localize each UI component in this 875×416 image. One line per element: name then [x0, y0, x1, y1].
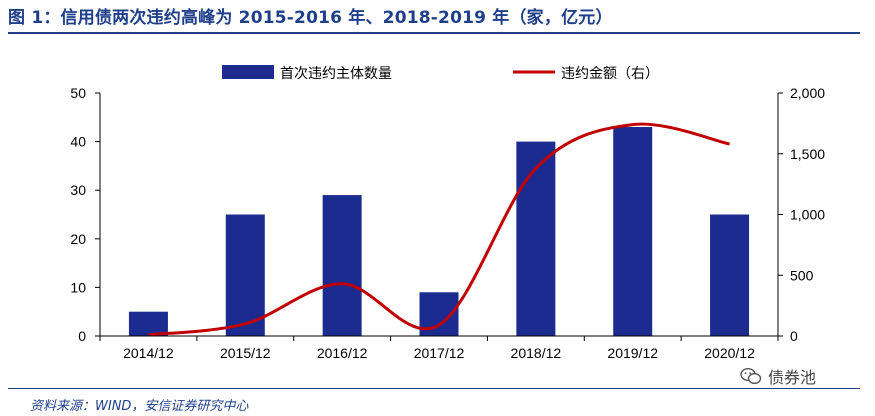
y-left-tick-label: 0 [78, 328, 86, 344]
wechat-icon [740, 367, 762, 385]
source-note: 资料来源：WIND，安信证券研究中心 [30, 399, 249, 414]
y-right-tick-label: 1,000 [790, 207, 825, 223]
x-tick-label: 2017/12 [414, 345, 465, 361]
bar-2016-12 [322, 195, 362, 336]
bar-2018-12 [516, 141, 556, 336]
legend-bar-swatch [222, 65, 274, 79]
y-left-tick-label: 40 [70, 134, 86, 150]
y-left-tick-label: 20 [70, 231, 86, 247]
y-left-tick-label: 50 [70, 85, 86, 101]
y-left-tick-label: 10 [70, 279, 86, 295]
y-right-tick-label: 500 [790, 267, 814, 283]
x-tick-label: 2015/12 [220, 345, 271, 361]
watermark-text: 债券池 [768, 368, 817, 387]
legend-bar-label: 首次违约主体数量 [280, 66, 392, 82]
x-tick-label: 2020/12 [704, 345, 755, 361]
legend-line-label: 违约金额（右） [561, 66, 659, 82]
y-right-tick-label: 1,500 [790, 146, 825, 162]
watermark: 债券池 [740, 364, 816, 388]
x-tick-label: 2018/12 [511, 345, 562, 361]
title-rule [8, 32, 860, 34]
legend: 首次违约主体数量 违约金额（右） [222, 65, 659, 82]
figure-title: 图 1：信用债两次违约高峰为 2015-2016 年、2018-2019 年（家… [8, 8, 613, 28]
bar-2014-12 [128, 311, 168, 336]
source-rule [8, 388, 860, 389]
bar-2020-12 [710, 214, 750, 336]
y-left-tick-label: 30 [70, 182, 86, 198]
y-right-tick-label: 0 [790, 328, 798, 344]
bars-group [128, 127, 750, 337]
bar-2015-12 [225, 214, 265, 336]
bar-2019-12 [613, 127, 653, 337]
y-right-tick-label: 2,000 [790, 85, 825, 101]
x-tick-label: 2019/12 [607, 345, 658, 361]
x-tick-label: 2016/12 [317, 345, 368, 361]
line-series-default-amount [148, 122, 730, 337]
x-tick-label: 2014/12 [123, 345, 174, 361]
